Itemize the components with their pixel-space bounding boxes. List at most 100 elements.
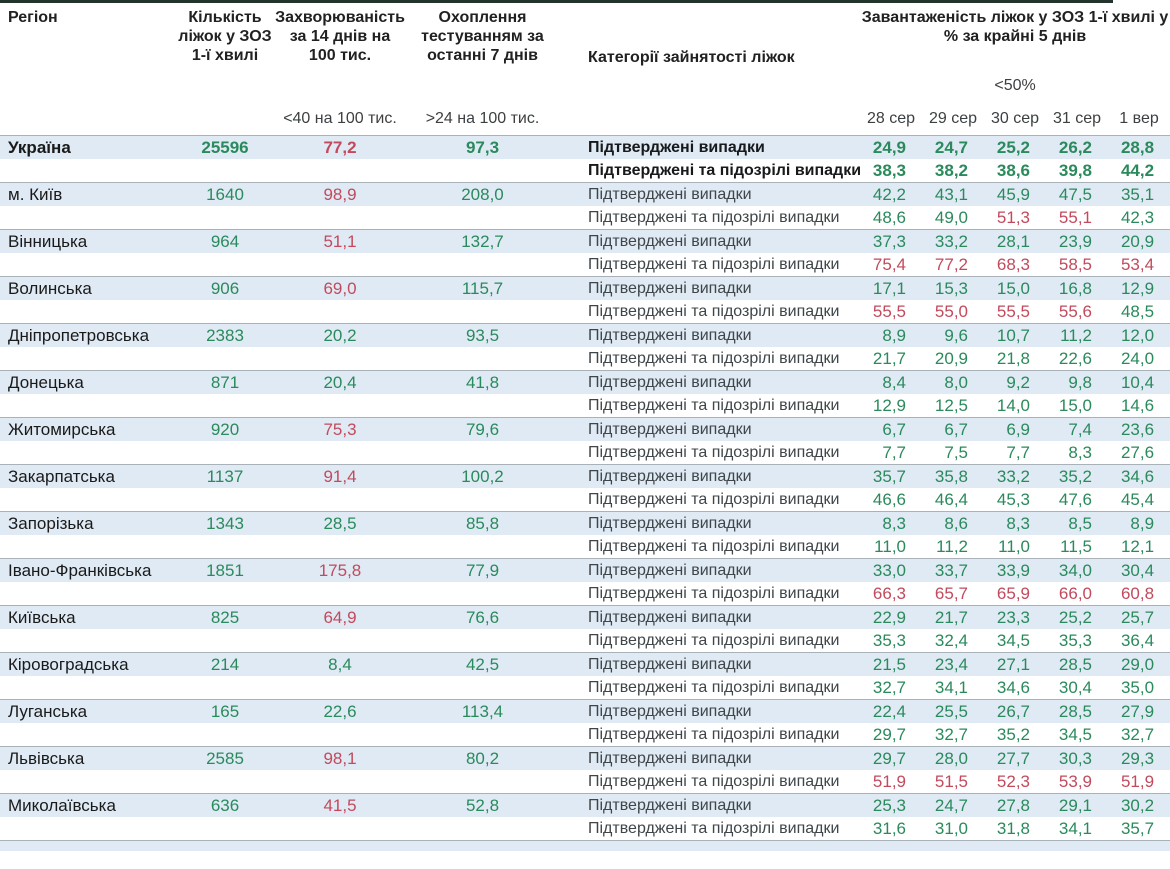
occupancy-value: 27,8 [984, 793, 1046, 817]
occupancy-value: 28,5 [1046, 652, 1108, 676]
empty-cell [175, 535, 275, 559]
beds-value: 636 [175, 793, 275, 817]
testing-value: 132,7 [405, 229, 560, 253]
region-row-suspected: Підтверджені та підозрілі випадки 66,3 65,… [0, 582, 1170, 606]
empty-cell [405, 253, 560, 277]
category-label-suspected: Підтверджені та підозрілі випадки [560, 441, 860, 465]
region-row-confirmed: Дніпропетровська 2383 20,2 93,5 Підтверджені… [0, 323, 1170, 347]
region-row-confirmed: Кіровоградська 214 8,4 42,5 Підтверджені вип… [0, 652, 1170, 676]
occupancy-value: 38,3 [860, 159, 922, 183]
empty-cell [0, 159, 175, 183]
occupancy-value: 35,7 [860, 464, 922, 488]
occupancy-value: 8,4 [860, 370, 922, 394]
occupancy-value: 33,2 [984, 464, 1046, 488]
empty-cell [175, 582, 275, 606]
empty-cell [275, 394, 405, 418]
occupancy-value: 33,2 [922, 229, 984, 253]
empty-cell [405, 676, 560, 700]
empty-cell [175, 817, 275, 841]
occupancy-value: 35,2 [1046, 464, 1108, 488]
empty-cell [275, 206, 405, 230]
category-label-suspected: Підтверджені та підозрілі випадки [560, 488, 860, 512]
testing-value: 80,2 [405, 746, 560, 770]
occupancy-value: 45,4 [1108, 488, 1170, 512]
category-label-suspected: Підтверджені та підозрілі випадки [560, 817, 860, 841]
occupancy-value: 28,5 [1046, 699, 1108, 723]
empty-cell [405, 488, 560, 512]
empty-cell [0, 347, 175, 371]
category-label-suspected: Підтверджені та підозрілі випадки [560, 723, 860, 747]
region-row-suspected: Підтверджені та підозрілі випадки 31,6 31,… [0, 817, 1170, 841]
testing-value: 100,2 [405, 464, 560, 488]
occupancy-value: 20,9 [1108, 229, 1170, 253]
header-spacer [560, 95, 860, 136]
testing-value: 77,9 [405, 558, 560, 582]
occupancy-value: 22,9 [860, 605, 922, 629]
occupancy-threshold: <50% [994, 77, 1036, 94]
empty-cell [275, 629, 405, 653]
empty-cell [275, 535, 405, 559]
occupancy-value: 66,3 [860, 582, 922, 606]
region-row-confirmed: Луганська 165 22,6 113,4 Підтверджені випадк… [0, 699, 1170, 723]
empty-cell [0, 488, 175, 512]
region-row-confirmed: Україна 25596 77,2 97,3 Підтверджені випадки… [0, 135, 1170, 159]
occupancy-value: 7,7 [984, 441, 1046, 465]
beds-value: 1137 [175, 464, 275, 488]
beds-value: 25596 [175, 135, 275, 159]
bed-occupancy-table: Регіон Кількість ліжок у ЗОЗ 1-ї хвилі З… [0, 5, 1170, 841]
occupancy-value: 9,2 [984, 370, 1046, 394]
incidence-value: 91,4 [275, 464, 405, 488]
empty-cell [0, 441, 175, 465]
occupancy-value: 8,0 [922, 370, 984, 394]
region-name: Івано-Франківська [0, 558, 175, 582]
occupancy-value: 24,7 [922, 793, 984, 817]
occupancy-value: 7,7 [860, 441, 922, 465]
occupancy-value: 34,6 [1108, 464, 1170, 488]
occupancy-value: 31,6 [860, 817, 922, 841]
category-label-suspected: Підтверджені та підозрілі випадки [560, 676, 860, 700]
occupancy-value: 28,8 [1108, 135, 1170, 159]
category-label-confirmed: Підтверджені випадки [560, 135, 860, 159]
occupancy-value: 15,0 [984, 276, 1046, 300]
beds-value: 1851 [175, 558, 275, 582]
empty-cell [175, 488, 275, 512]
empty-cell [175, 206, 275, 230]
empty-cell [405, 582, 560, 606]
region-row-suspected: Підтверджені та підозрілі випадки 11,0 11,… [0, 535, 1170, 559]
occupancy-value: 12,0 [1108, 323, 1170, 347]
occupancy-value: 60,8 [1108, 582, 1170, 606]
occupancy-value: 45,9 [984, 182, 1046, 206]
occupancy-value: 45,3 [984, 488, 1046, 512]
occupancy-value: 10,7 [984, 323, 1046, 347]
empty-cell [405, 441, 560, 465]
occupancy-value: 11,2 [922, 535, 984, 559]
region-row-confirmed: Донецька 871 20,4 41,8 Підтверджені випадки 8… [0, 370, 1170, 394]
occupancy-value: 35,2 [984, 723, 1046, 747]
region-name: Україна [0, 135, 175, 159]
occupancy-value: 75,4 [860, 253, 922, 277]
occupancy-value: 16,8 [1046, 276, 1108, 300]
occupancy-value: 9,8 [1046, 370, 1108, 394]
empty-cell [275, 723, 405, 747]
region-name: Київська [0, 605, 175, 629]
empty-cell [175, 441, 275, 465]
empty-cell [405, 629, 560, 653]
occupancy-value: 21,7 [860, 347, 922, 371]
region-row-confirmed: Київська 825 64,9 76,6 Підтверджені випадки 2… [0, 605, 1170, 629]
occupancy-value: 30,2 [1108, 793, 1170, 817]
region-row-suspected: Підтверджені та підозрілі випадки 46,6 46,… [0, 488, 1170, 512]
empty-cell [0, 676, 175, 700]
occupancy-value: 20,9 [922, 347, 984, 371]
occupancy-value: 11,5 [1046, 535, 1108, 559]
empty-cell [0, 300, 175, 324]
region-row-confirmed: Вінницька 964 51,1 132,7 Підтверджені випадк… [0, 229, 1170, 253]
category-label-confirmed: Підтверджені випадки [560, 699, 860, 723]
empty-cell [405, 817, 560, 841]
category-label-suspected: Підтверджені та підозрілі випадки [560, 535, 860, 559]
occupancy-value: 34,0 [1046, 558, 1108, 582]
top-accent-bar [0, 0, 1113, 3]
occupancy-value: 30,3 [1046, 746, 1108, 770]
beds-value: 871 [175, 370, 275, 394]
occupancy-value: 22,4 [860, 699, 922, 723]
region-name: Львівська [0, 746, 175, 770]
